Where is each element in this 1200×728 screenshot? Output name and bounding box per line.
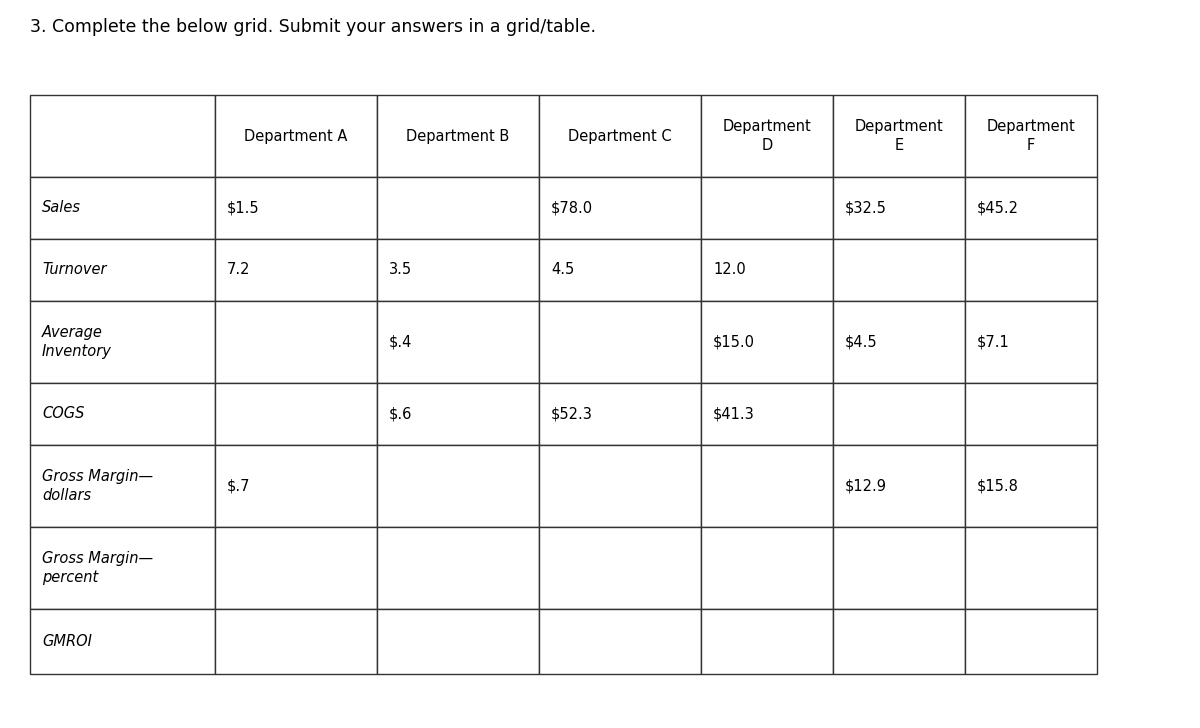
Text: $15.0: $15.0	[713, 334, 755, 349]
Bar	[701, 177, 833, 239]
Bar	[215, 527, 377, 609]
Bar	[539, 301, 701, 383]
Bar	[377, 177, 539, 239]
Bar	[539, 239, 701, 301]
Bar	[539, 445, 701, 527]
Bar	[377, 527, 539, 609]
Text: $52.3: $52.3	[551, 406, 593, 422]
Text: $.4: $.4	[389, 334, 413, 349]
Bar	[30, 301, 215, 383]
Bar	[377, 301, 539, 383]
Bar	[701, 239, 833, 301]
Text: Gross Margin—
dollars: Gross Margin— dollars	[42, 469, 154, 503]
Bar	[701, 383, 833, 445]
Text: $15.8: $15.8	[977, 478, 1019, 494]
Text: Department C: Department C	[568, 129, 672, 143]
Bar	[30, 383, 215, 445]
Bar	[833, 177, 965, 239]
Bar	[965, 301, 1097, 383]
Text: 12.0: 12.0	[713, 263, 745, 277]
Bar	[539, 95, 701, 177]
Bar	[833, 239, 965, 301]
Text: Gross Margin—
percent: Gross Margin— percent	[42, 551, 154, 585]
Text: $.6: $.6	[389, 406, 413, 422]
Bar	[377, 239, 539, 301]
Bar	[377, 609, 539, 674]
Bar	[833, 609, 965, 674]
Bar	[215, 383, 377, 445]
Bar	[701, 527, 833, 609]
Bar	[30, 527, 215, 609]
Bar	[833, 95, 965, 177]
Bar	[965, 383, 1097, 445]
Bar	[30, 95, 215, 177]
Text: $45.2: $45.2	[977, 200, 1019, 215]
Bar	[833, 301, 965, 383]
Bar	[965, 177, 1097, 239]
Text: GMROI: GMROI	[42, 634, 92, 649]
Bar	[30, 609, 215, 674]
Bar	[539, 609, 701, 674]
Text: $41.3: $41.3	[713, 406, 755, 422]
Bar	[377, 445, 539, 527]
Text: Department B: Department B	[407, 129, 510, 143]
Bar	[30, 445, 215, 527]
Bar	[965, 95, 1097, 177]
Text: Department
F: Department F	[986, 119, 1075, 154]
Bar	[215, 177, 377, 239]
Bar	[215, 239, 377, 301]
Bar	[833, 527, 965, 609]
Text: Turnover: Turnover	[42, 263, 107, 277]
Text: $7.1: $7.1	[977, 334, 1009, 349]
Text: $32.5: $32.5	[845, 200, 887, 215]
Bar	[833, 383, 965, 445]
Bar	[215, 95, 377, 177]
Bar	[215, 609, 377, 674]
Bar	[30, 239, 215, 301]
Bar	[701, 609, 833, 674]
Bar	[701, 95, 833, 177]
Text: 3.5: 3.5	[389, 263, 412, 277]
Text: $1.5: $1.5	[227, 200, 259, 215]
Text: Sales: Sales	[42, 200, 82, 215]
Bar	[833, 445, 965, 527]
Bar	[965, 609, 1097, 674]
Text: Department A: Department A	[245, 129, 348, 143]
Bar	[539, 177, 701, 239]
Text: $12.9: $12.9	[845, 478, 887, 494]
Bar	[965, 445, 1097, 527]
Bar	[377, 95, 539, 177]
Bar	[30, 177, 215, 239]
Bar	[965, 527, 1097, 609]
Bar	[539, 383, 701, 445]
Text: Department
E: Department E	[854, 119, 943, 154]
Bar	[701, 445, 833, 527]
Text: Average
Inventory: Average Inventory	[42, 325, 112, 359]
Text: 4.5: 4.5	[551, 263, 575, 277]
Text: 7.2: 7.2	[227, 263, 251, 277]
Bar	[377, 383, 539, 445]
Bar	[965, 239, 1097, 301]
Text: Department
D: Department D	[722, 119, 811, 154]
Bar	[539, 527, 701, 609]
Text: $.7: $.7	[227, 478, 251, 494]
Text: COGS: COGS	[42, 406, 84, 422]
Text: $4.5: $4.5	[845, 334, 877, 349]
Text: $78.0: $78.0	[551, 200, 593, 215]
Text: 3. Complete the below grid. Submit your answers in a grid/table.: 3. Complete the below grid. Submit your …	[30, 18, 596, 36]
Bar	[701, 301, 833, 383]
Bar	[215, 301, 377, 383]
Bar	[215, 445, 377, 527]
